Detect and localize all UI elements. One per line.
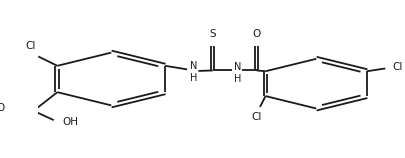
- Text: N
H: N H: [190, 61, 197, 83]
- Text: Cl: Cl: [26, 41, 36, 51]
- Text: O: O: [252, 29, 260, 39]
- Text: O: O: [0, 103, 5, 113]
- Text: N
H: N H: [233, 62, 241, 84]
- Text: OH: OH: [63, 117, 79, 127]
- Text: Cl: Cl: [251, 112, 261, 122]
- Text: Cl: Cl: [392, 62, 402, 72]
- Text: S: S: [209, 29, 215, 39]
